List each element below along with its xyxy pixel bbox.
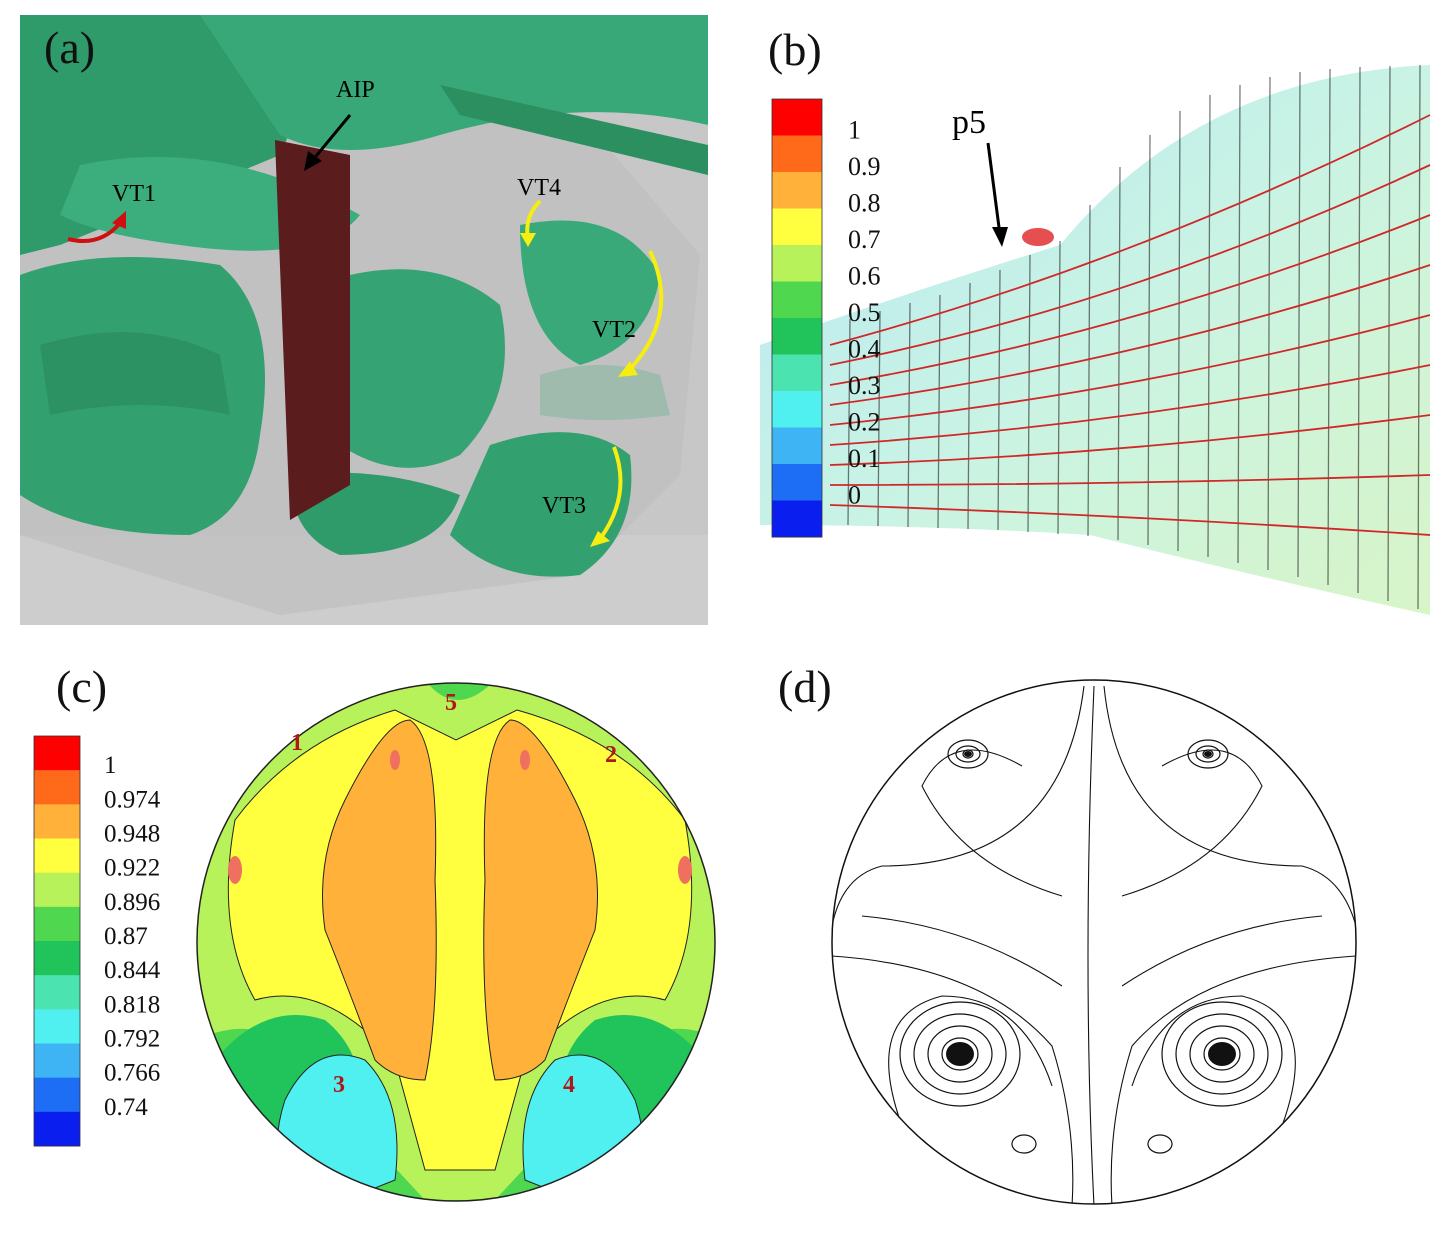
colorbar-tick-label: 1 bbox=[848, 116, 861, 145]
annotation-aip: AIP bbox=[336, 77, 375, 103]
colorbar-tick-label: 0.1 bbox=[848, 444, 881, 473]
colorbar-tick-label: 0 bbox=[848, 481, 861, 510]
colorbar-tick-label: 0.5 bbox=[848, 298, 881, 327]
colorbar-swatch bbox=[34, 1077, 80, 1113]
colorbar-swatch bbox=[772, 208, 822, 246]
colorbar-tick-label: 0.766 bbox=[104, 1060, 160, 1087]
colorbar-tick-label: 0.948 bbox=[104, 821, 160, 848]
surface-grid-lines bbox=[787, 64, 1421, 610]
panel-c-colorbar-legend: 1 0.974 0.948 0.922 0.896 0.87 0.844 0.818 0.792… bbox=[33, 735, 161, 1147]
colorbar-tick-label: 0.9 bbox=[848, 152, 881, 181]
colorbar-swatch bbox=[772, 281, 822, 319]
surface-streamlines bbox=[829, 114, 1431, 536]
colorbar-swatch bbox=[34, 770, 80, 805]
panel-c-contour-plot: 1 2 3 4 5 bbox=[196, 682, 716, 1202]
panel-d: (d) bbox=[760, 660, 1440, 1230]
colorbar-tick-label: 0.87 bbox=[104, 923, 148, 950]
colorbar-tick-label: 0.922 bbox=[104, 855, 160, 882]
colorbar-swatch bbox=[34, 906, 80, 942]
colorbar-tick-label: 0.6 bbox=[848, 262, 881, 291]
colorbar-swatch bbox=[34, 804, 80, 839]
panel-d-label: (d) bbox=[778, 661, 832, 712]
panel-b-label: (b) bbox=[768, 24, 822, 75]
colorbar-tick-label: 0.3 bbox=[848, 371, 881, 400]
colorbar-tick-label: 0.974 bbox=[104, 786, 161, 813]
panel-b: p5 1 0.9 0.8 0.7 0.6 0.5 0.4 0.3 0.2 0.1 0 (b) bbox=[730, 15, 1440, 625]
colorbar-tick-label: 0.7 bbox=[848, 225, 881, 254]
colorbar-tick-label: 0.792 bbox=[104, 1026, 160, 1053]
region-label-4: 4 bbox=[563, 1072, 575, 1098]
colorbar-swatch bbox=[772, 354, 822, 392]
panel-b-surface-streamlines: p5 bbox=[760, 64, 1431, 615]
colorbar-swatch bbox=[772, 245, 822, 282]
colorbar-tick-label: 0.2 bbox=[848, 408, 881, 437]
colorbar-swatch bbox=[34, 838, 80, 874]
panel-a-label: (a) bbox=[44, 22, 96, 73]
annotation-vt3: VT3 bbox=[542, 493, 586, 519]
colorbar-swatch bbox=[772, 391, 822, 428]
colorbar-swatch bbox=[34, 1043, 80, 1079]
panel-c: 1 0.974 0.948 0.922 0.896 0.87 0.844 0.818 0.792… bbox=[20, 660, 740, 1220]
colorbar-tick-label: 0.74 bbox=[104, 1094, 148, 1121]
region-label-5: 5 bbox=[445, 690, 457, 716]
region-label-1: 1 bbox=[291, 730, 303, 756]
colorbar-swatch bbox=[772, 172, 822, 209]
colorbar-swatch bbox=[772, 318, 822, 355]
colorbar-swatch bbox=[34, 736, 80, 771]
colorbar-swatch bbox=[772, 464, 822, 501]
colorbar-swatch bbox=[34, 975, 80, 1010]
colorbar-tick-label: 0.818 bbox=[104, 991, 160, 1018]
colorbar-tick-label: 0.844 bbox=[104, 957, 161, 984]
colorbar-tick-label: 1 bbox=[104, 752, 117, 779]
colorbar-swatch bbox=[34, 1111, 80, 1147]
annotation-p5: p5 bbox=[952, 104, 986, 141]
colorbar-swatch bbox=[772, 135, 822, 173]
annotation-vt1: VT1 bbox=[112, 181, 156, 207]
panel-a-isosurface-render: AIP VT1 VT2 VT3 VT4 bbox=[20, 15, 708, 625]
colorbar-swatch bbox=[34, 872, 80, 908]
panel-c-label: (c) bbox=[56, 661, 108, 712]
colorbar-swatch bbox=[34, 941, 80, 976]
colorbar-tick-label: 0.8 bbox=[848, 189, 881, 218]
colorbar-swatch bbox=[34, 1009, 80, 1044]
panel-b-colorbar-legend: 1 0.9 0.8 0.7 0.6 0.5 0.4 0.3 0.2 0.1 0 bbox=[771, 98, 881, 538]
colorbar-tick-label: 0.896 bbox=[104, 889, 160, 916]
colorbar-tick-label: 0.4 bbox=[848, 335, 881, 364]
panel-a: AIP VT1 VT2 VT3 VT4 (a) bbox=[20, 15, 708, 625]
colorbar-swatch bbox=[772, 99, 822, 136]
colorbar-swatch bbox=[772, 427, 822, 465]
panel-d-streamline-plot bbox=[822, 666, 1362, 1226]
colorbar-swatch bbox=[772, 500, 822, 538]
annotation-vt2: VT2 bbox=[592, 317, 636, 343]
region-label-3: 3 bbox=[333, 1072, 345, 1098]
annotation-vt4: VT4 bbox=[517, 175, 561, 201]
region-label-2: 2 bbox=[605, 742, 617, 768]
